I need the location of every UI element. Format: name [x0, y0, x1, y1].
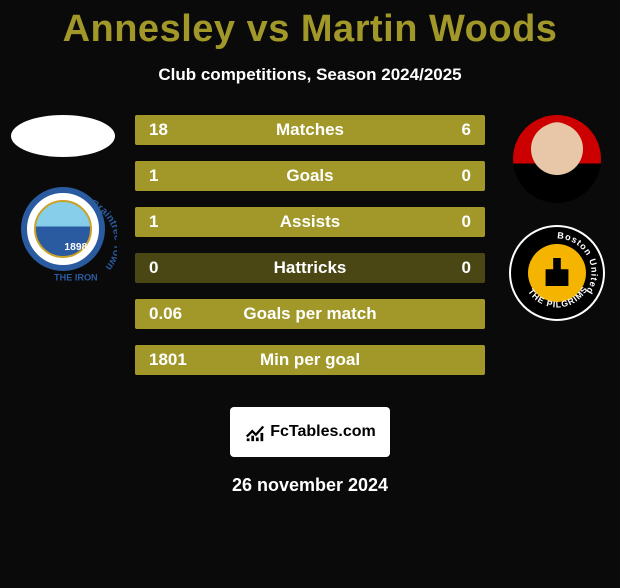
stat-label: Hattricks — [209, 258, 411, 278]
svg-text:Boston United: Boston United — [557, 230, 600, 296]
left-player-column: Braintree Town THE IRON 1898 — [8, 115, 118, 271]
comparison-title: Annesley vs Martin Woods — [0, 8, 620, 51]
player-left-club-badge: Braintree Town THE IRON 1898 — [21, 187, 105, 271]
svg-text:THE IRON: THE IRON — [54, 273, 98, 283]
player-right-avatar — [513, 115, 601, 203]
stat-value-left: 1 — [149, 166, 209, 186]
stat-value-left: 18 — [149, 120, 209, 140]
svg-text:Braintree Town: Braintree Town — [89, 198, 117, 272]
chart-icon — [244, 421, 266, 443]
svg-text:1898: 1898 — [64, 242, 87, 253]
stat-value-left: 1 — [149, 212, 209, 232]
stat-value-right: 0 — [411, 166, 471, 186]
stat-label: Goals per match — [209, 304, 411, 324]
stat-row: 0.06Goals per match — [135, 299, 485, 329]
stat-label: Assists — [209, 212, 411, 232]
comparison-date: 26 november 2024 — [0, 475, 620, 496]
source-badge: FcTables.com — [230, 407, 390, 457]
stat-label: Min per goal — [209, 350, 411, 370]
stat-value-right: 0 — [411, 258, 471, 278]
stat-row: 18Matches6 — [135, 115, 485, 145]
stat-row: 1Goals0 — [135, 161, 485, 191]
svg-text:THE PILGRIMS: THE PILGRIMS — [526, 284, 590, 309]
stats-bars: 18Matches61Goals01Assists00Hattricks00.0… — [135, 115, 485, 391]
right-player-column: Boston United THE PILGRIMS — [502, 115, 612, 321]
stat-label: Matches — [209, 120, 411, 140]
stat-value-left: 0.06 — [149, 304, 209, 324]
source-label: FcTables.com — [270, 423, 376, 441]
stat-value-right: 6 — [411, 120, 471, 140]
stat-value-left: 1801 — [149, 350, 209, 370]
stat-label: Goals — [209, 166, 411, 186]
comparison-subtitle: Club competitions, Season 2024/2025 — [0, 65, 620, 85]
stat-value-right: 0 — [411, 212, 471, 232]
stat-value-left: 0 — [149, 258, 209, 278]
player-left-avatar — [11, 115, 115, 157]
stat-row: 1Assists0 — [135, 207, 485, 237]
stat-row: 0Hattricks0 — [135, 253, 485, 283]
comparison-content: Braintree Town THE IRON 1898 Boston Unit… — [0, 115, 620, 395]
player-right-club-badge: Boston United THE PILGRIMS — [509, 225, 605, 321]
stat-row: 1801Min per goal — [135, 345, 485, 375]
